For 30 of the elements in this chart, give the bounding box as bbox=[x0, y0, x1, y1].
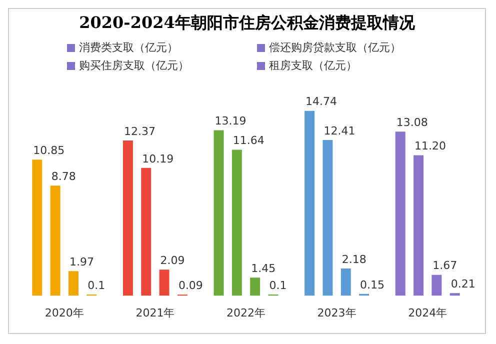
x-tick-label: 2021年 bbox=[136, 306, 175, 320]
data-label: 14.74 bbox=[306, 95, 338, 108]
data-label: 11.20 bbox=[414, 140, 446, 153]
data-label: 11.64 bbox=[232, 134, 264, 148]
data-label: 10.19 bbox=[142, 152, 174, 166]
data-label: 2.18 bbox=[342, 252, 366, 266]
data-label: 10.85 bbox=[33, 144, 65, 157]
data-label: 12.37 bbox=[124, 124, 156, 138]
legend-label: 消费类支取（亿元） bbox=[79, 40, 178, 55]
data-label: 1.45 bbox=[251, 262, 276, 275]
data-label: 1.67 bbox=[432, 259, 458, 272]
data-label: 0.21 bbox=[450, 278, 476, 291]
data-label: 13.19 bbox=[214, 114, 246, 128]
data-label: 8.78 bbox=[51, 170, 76, 183]
x-tick-label: 2020年 bbox=[44, 306, 84, 320]
x-tick-label: 2023年 bbox=[317, 306, 356, 320]
legend-label: 偿还购房贷款支取（亿元） bbox=[269, 40, 401, 55]
data-label: 0.09 bbox=[178, 279, 203, 292]
x-tick-label: 2022年 bbox=[226, 306, 266, 320]
chart-title: 2020-2024年朝阳市住房公积金消费提取情况 bbox=[78, 13, 416, 34]
data-label: 0.1 bbox=[269, 278, 287, 292]
data-label: 12.41 bbox=[324, 124, 356, 138]
x-tick-label: 2024年 bbox=[408, 306, 448, 320]
legend-label: 租房支取（亿元） bbox=[269, 58, 357, 73]
data-label: 2.09 bbox=[160, 254, 185, 267]
data-label: 13.08 bbox=[396, 116, 428, 130]
data-label: 0.15 bbox=[360, 278, 385, 292]
legend-label: 购买住房支取（亿元） bbox=[79, 58, 189, 73]
data-label: 1.97 bbox=[69, 255, 94, 268]
data-label: 0.1 bbox=[88, 278, 106, 292]
